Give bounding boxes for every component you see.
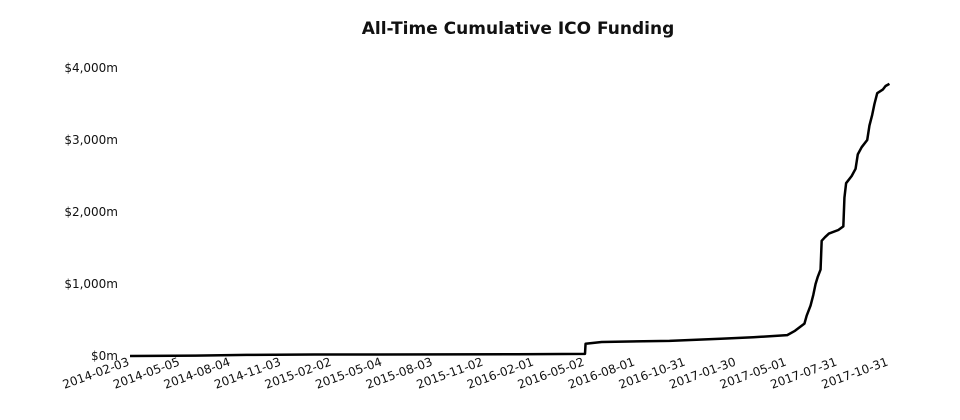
y-tick-label: $0m — [91, 349, 118, 363]
x-axis: 2014-02-032014-05-052014-08-042014-11-03… — [61, 355, 890, 392]
series-line-0 — [129, 82, 891, 358]
y-axis: $0m $1,000m $2,000m $3,000m $4,000m — [64, 61, 118, 363]
chart-title: All-Time Cumulative ICO Funding — [362, 19, 675, 39]
y-tick-label: $3,000m — [64, 133, 118, 147]
plot-area — [129, 82, 891, 358]
y-tick-label: $2,000m — [64, 205, 118, 219]
y-tick-label: $4,000m — [64, 61, 118, 75]
y-tick-label: $1,000m — [64, 277, 118, 291]
